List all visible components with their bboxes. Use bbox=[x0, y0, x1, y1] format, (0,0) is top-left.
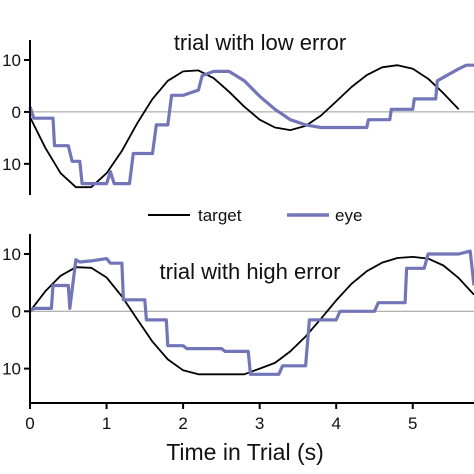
x-tick-label: 0 bbox=[25, 414, 34, 433]
legend: target eye bbox=[148, 206, 362, 225]
panel-low-error: trial with low error 10 0 10 bbox=[2, 30, 474, 195]
x-tick-label: 3 bbox=[255, 414, 264, 433]
legend-label-target: target bbox=[198, 206, 242, 225]
y-tick-label: 0 bbox=[12, 103, 21, 122]
x-axis-label: Time in Trial (s) bbox=[166, 439, 324, 465]
y-tick-label: 10 bbox=[2, 51, 21, 70]
panel-high-error: trial with high error 10 0 10 0 1 2 3 4 5 Time i… bbox=[2, 234, 474, 465]
legend-label-eye: eye bbox=[335, 206, 362, 225]
x-tick-label: 2 bbox=[178, 414, 187, 433]
panel-title: trial with high error bbox=[160, 259, 341, 284]
y-tick-label: 10 bbox=[2, 245, 21, 264]
series-line-eye bbox=[28, 63, 474, 186]
y-tick-label: 10 bbox=[2, 360, 21, 379]
series-line-target bbox=[29, 255, 474, 376]
plot-area: 10 0 10 0 1 2 3 4 5 bbox=[2, 234, 474, 433]
x-tick-label: 5 bbox=[408, 414, 417, 433]
series-line-eye bbox=[29, 249, 474, 376]
y-tick-label: 10 bbox=[2, 155, 21, 174]
x-tick-label: 4 bbox=[331, 414, 340, 433]
plot-area: 10 0 10 bbox=[2, 40, 474, 195]
panel-title: trial with low error bbox=[174, 30, 346, 55]
series-line-target bbox=[29, 64, 460, 189]
x-tick-label: 1 bbox=[102, 414, 111, 433]
y-tick-label: 0 bbox=[12, 302, 21, 321]
